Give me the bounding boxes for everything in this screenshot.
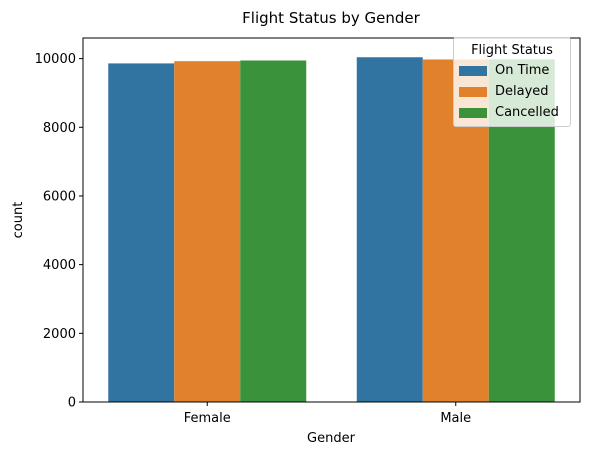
legend-label-on-time: On Time (495, 63, 550, 78)
chart-title: Flight Status by Gender (242, 9, 420, 27)
legend-label-cancelled: Cancelled (495, 105, 559, 120)
legend-swatch-delayed (459, 86, 487, 97)
bar-male-on-time (356, 57, 423, 402)
bar-female-on-time (108, 63, 175, 403)
y-tick-label: 6000 (43, 189, 76, 204)
x-tick-label: Male (440, 411, 471, 426)
bar-female-cancelled (240, 60, 307, 402)
y-tick-label: 10000 (35, 52, 76, 67)
x-axis-label: Gender (307, 431, 356, 446)
legend-item-on-time: On Time (454, 60, 570, 81)
legend-item-cancelled: Cancelled (454, 102, 570, 123)
legend: Flight Status On Time Delayed Cancelled (453, 37, 571, 127)
legend-title: Flight Status (471, 43, 553, 58)
x-axis: Female Male (184, 402, 471, 426)
bar-female-delayed (174, 61, 241, 402)
y-axis-label: count (11, 202, 26, 239)
bars-group (108, 57, 555, 403)
y-tick-label: 2000 (43, 327, 76, 342)
legend-item-delayed: Delayed (454, 81, 570, 102)
y-tick-label: 4000 (43, 258, 76, 273)
legend-label-delayed: Delayed (495, 84, 549, 99)
x-tick-label: Female (184, 411, 231, 426)
y-tick-label: 0 (68, 396, 76, 411)
legend-swatch-on-time (459, 65, 487, 76)
plot-frame (82, 37, 581, 403)
y-tick-label: 8000 (43, 121, 76, 136)
legend-swatch-cancelled (459, 107, 487, 118)
y-axis: 0 2000 4000 6000 8000 10000 (35, 52, 83, 411)
